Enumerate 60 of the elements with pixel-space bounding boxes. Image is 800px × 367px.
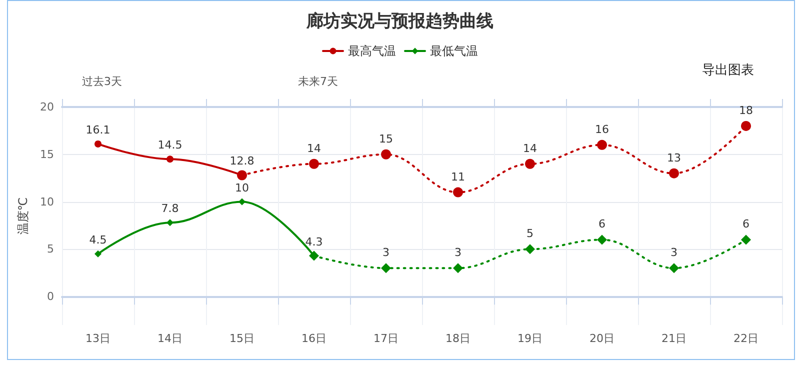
x-tick-label: 14日 [158,332,182,345]
x-tick-label: 17日 [374,332,398,345]
x-tick-label: 18日 [446,332,470,345]
y-tick-label: 20 [40,100,54,114]
point [166,156,174,163]
data-label: 5 [526,227,534,240]
x-tick-label: 15日 [230,332,254,345]
y-tick-label: 0 [47,290,54,304]
data-label: 10 [235,181,249,194]
point [94,140,102,148]
data-label: 3 [454,246,462,260]
point [94,250,102,258]
point [741,234,751,245]
point [669,168,679,178]
data-label: 18 [739,104,753,117]
x-tick-label: 16日 [302,332,326,345]
data-label: 11 [451,170,465,184]
legend-label: 最高气温 [348,44,396,58]
data-label: 7.8 [161,202,179,216]
data-label: 4.3 [305,235,323,248]
data-label: 14.5 [158,138,182,152]
point [597,234,607,245]
y-tick-label: 10 [40,195,54,208]
point [525,244,535,254]
x-tick-label: 20日 [590,332,614,345]
x-tick-label: 21日 [662,332,686,345]
point [453,187,463,198]
data-label: 6 [742,218,750,231]
point [381,263,391,274]
data-label: 4.5 [89,233,107,246]
data-label: 16.1 [86,123,110,136]
x-tick-label: 19日 [518,332,542,345]
data-label: 16 [595,122,609,136]
x-tick-label: 13日 [86,332,110,345]
data-label: 13 [667,151,681,164]
data-label: 14 [523,142,537,155]
point [525,158,535,169]
data-label: 15 [379,132,393,146]
y-tick-label: 5 [47,242,54,256]
text: 未来7天 [298,75,338,88]
text: 导出图表 [702,63,754,78]
data-label: 14 [307,142,321,155]
data-label: 6 [598,218,606,231]
y-axis-title: 温度℃ [16,197,30,235]
point [453,263,463,274]
x-tick-label: 22日 [734,332,758,345]
text: 过去3天 [82,75,122,88]
legend-label: 最低气温 [430,44,478,58]
chart-title: 廊坊实况与预报趋势曲线 [306,12,494,32]
point [741,120,751,131]
data-label: 12.8 [230,154,254,168]
point [669,263,679,274]
data-label: 3 [382,246,390,260]
data-label: 3 [670,246,678,260]
point [309,158,319,169]
point [597,140,607,150]
point [166,219,174,226]
point [381,149,391,160]
point [238,198,246,206]
y-tick-label: 15 [40,148,54,161]
